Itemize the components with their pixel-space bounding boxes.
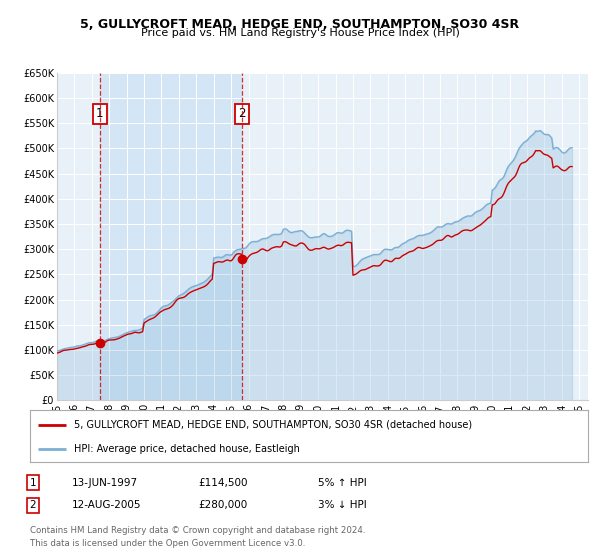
Text: 1: 1 bbox=[96, 108, 103, 120]
Text: Price paid vs. HM Land Registry's House Price Index (HPI): Price paid vs. HM Land Registry's House … bbox=[140, 28, 460, 38]
Text: HPI: Average price, detached house, Eastleigh: HPI: Average price, detached house, East… bbox=[74, 444, 299, 454]
Text: 5, GULLYCROFT MEAD, HEDGE END, SOUTHAMPTON, SO30 4SR: 5, GULLYCROFT MEAD, HEDGE END, SOUTHAMPT… bbox=[80, 18, 520, 31]
Text: 13-JUN-1997: 13-JUN-1997 bbox=[72, 478, 138, 488]
Text: 2: 2 bbox=[29, 500, 37, 510]
Text: 5% ↑ HPI: 5% ↑ HPI bbox=[318, 478, 367, 488]
Text: 3% ↓ HPI: 3% ↓ HPI bbox=[318, 500, 367, 510]
Text: This data is licensed under the Open Government Licence v3.0.: This data is licensed under the Open Gov… bbox=[30, 539, 305, 548]
Text: 5, GULLYCROFT MEAD, HEDGE END, SOUTHAMPTON, SO30 4SR (detached house): 5, GULLYCROFT MEAD, HEDGE END, SOUTHAMPT… bbox=[74, 420, 472, 430]
Text: £114,500: £114,500 bbox=[198, 478, 248, 488]
Text: 1: 1 bbox=[29, 478, 37, 488]
Bar bbox=[100, 73, 242, 400]
Text: Contains HM Land Registry data © Crown copyright and database right 2024.: Contains HM Land Registry data © Crown c… bbox=[30, 526, 365, 535]
Text: £280,000: £280,000 bbox=[198, 500, 247, 510]
Text: 12-AUG-2005: 12-AUG-2005 bbox=[72, 500, 142, 510]
Text: 2: 2 bbox=[238, 108, 245, 120]
